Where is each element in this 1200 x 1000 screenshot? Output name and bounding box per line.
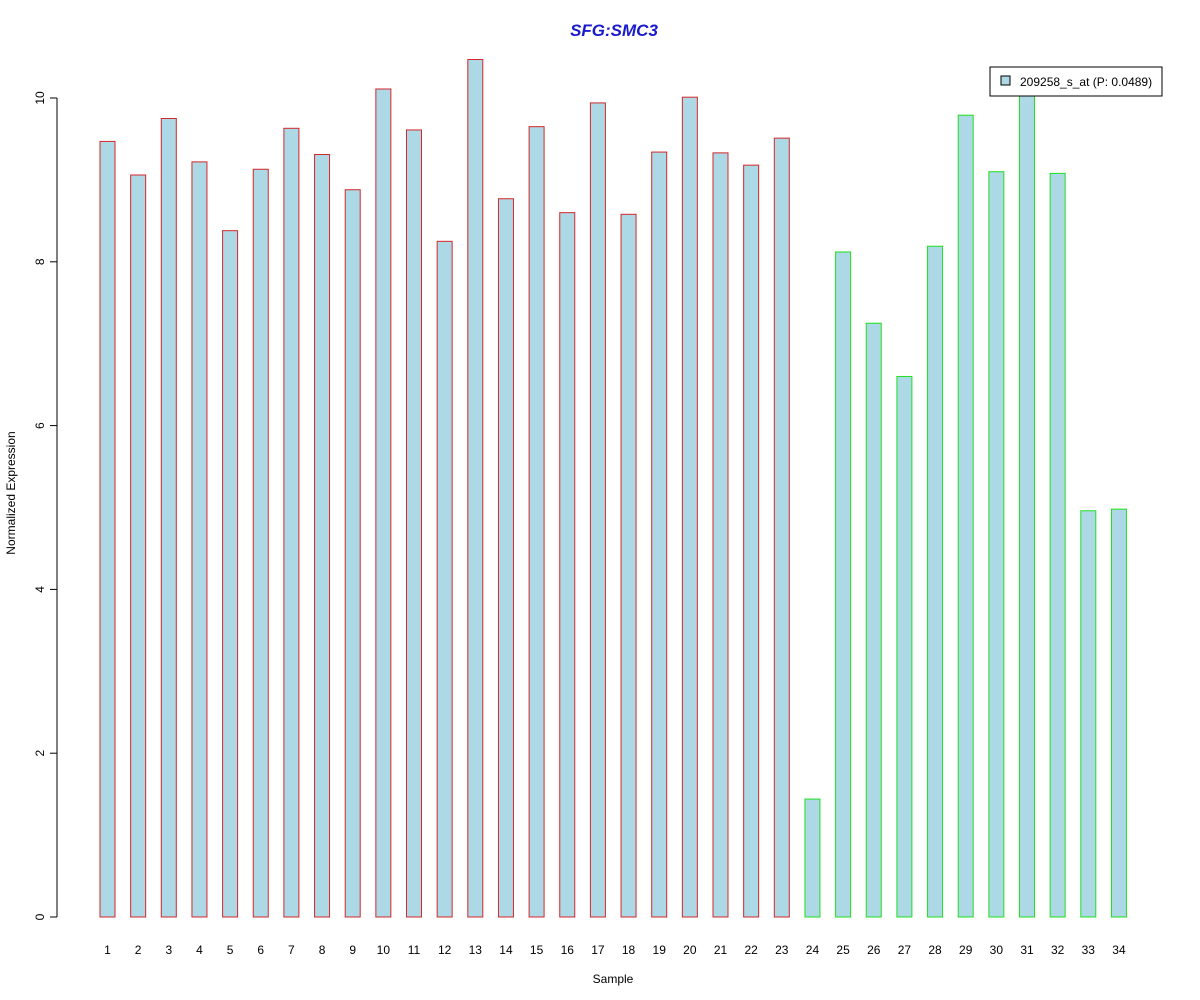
x-tick-label: 7 [288, 943, 295, 957]
x-tick-label: 2 [135, 943, 142, 957]
bar-sample-15 [528, 126, 545, 918]
bar-sample-22 [743, 164, 760, 918]
bar-sample-2 [130, 174, 147, 918]
x-tick-label: 10 [377, 943, 391, 957]
x-tick-label: 26 [867, 943, 881, 957]
x-tick-label: 18 [622, 943, 636, 957]
bar-sample-27 [896, 375, 913, 918]
bar-sample-17 [589, 102, 606, 918]
legend-box [989, 66, 1163, 97]
x-tick-label: 6 [257, 943, 264, 957]
x-tick-label: 29 [959, 943, 973, 957]
x-tick-label: 21 [714, 943, 728, 957]
bar-sample-7 [283, 127, 300, 918]
x-tick-label: 5 [227, 943, 234, 957]
bar-sample-23 [773, 137, 790, 918]
bar-sample-5 [222, 230, 239, 918]
y-tick-label: 10 [33, 91, 47, 105]
y-tick-label: 8 [33, 258, 47, 265]
x-axis-label: Sample [593, 972, 634, 986]
x-tick-label: 31 [1020, 943, 1034, 957]
bar-sample-12 [436, 240, 453, 918]
x-tick-label: 28 [928, 943, 942, 957]
x-tick-label: 23 [775, 943, 789, 957]
x-tick-label: 20 [683, 943, 697, 957]
bar-sample-10 [375, 88, 392, 918]
bar-sample-28 [927, 245, 944, 918]
bar-sample-13 [467, 59, 484, 918]
bar-sample-3 [160, 117, 177, 918]
legend-label: 209258_s_at (P: 0.0489) [1020, 75, 1152, 89]
bar-sample-32 [1049, 172, 1066, 918]
x-tick-label: 24 [806, 943, 820, 957]
x-tick-label: 12 [438, 943, 452, 957]
bar-sample-25 [835, 251, 852, 918]
x-tick-label: 13 [469, 943, 483, 957]
bar-sample-9 [344, 189, 361, 918]
y-tick-label: 0 [33, 913, 47, 920]
x-tick-label: 19 [653, 943, 667, 957]
bar-sample-20 [681, 96, 698, 918]
bar-sample-24 [804, 798, 821, 918]
bar-sample-30 [988, 171, 1005, 918]
x-tick-label: 1 [104, 943, 111, 957]
chart-title: SFG:SMC3 [570, 21, 658, 40]
bar-sample-34 [1110, 508, 1127, 918]
y-tick-label: 6 [33, 422, 47, 429]
x-tick-label: 22 [744, 943, 758, 957]
y-axis-label: Normalized Expression [4, 431, 18, 554]
bar-sample-6 [252, 168, 269, 918]
x-tick-label: 4 [196, 943, 203, 957]
bars-group [99, 59, 1127, 918]
legend: 209258_s_at (P: 0.0489) [989, 66, 1163, 97]
x-tick-label: 17 [591, 943, 605, 957]
y-tick-label: 2 [33, 750, 47, 757]
bar-sample-19 [651, 151, 668, 918]
x-tick-label: 15 [530, 943, 544, 957]
bar-sample-1 [99, 140, 116, 918]
x-tick-label: 25 [836, 943, 850, 957]
x-tick-label: 27 [898, 943, 912, 957]
x-tick-label: 32 [1051, 943, 1065, 957]
bar-sample-21 [712, 152, 729, 918]
x-tick-label: 34 [1112, 943, 1126, 957]
bar-sample-29 [957, 114, 974, 918]
bar-sample-26 [865, 322, 882, 918]
bar-sample-8 [314, 154, 331, 918]
x-tick-label: 16 [561, 943, 575, 957]
y-axis: 0 2 4 6 8 10 [33, 91, 58, 920]
bar-sample-18 [620, 213, 637, 918]
bar-sample-14 [497, 198, 514, 918]
x-tick-label: 11 [408, 943, 421, 957]
bar-sample-4 [191, 161, 208, 918]
bar-sample-11 [406, 129, 422, 918]
x-tick-label: 33 [1082, 943, 1096, 957]
bar-sample-31 [1019, 88, 1035, 918]
x-tick-label: 3 [165, 943, 172, 957]
x-tick-label: 30 [990, 943, 1004, 957]
x-tick-labels: 1 2 3 4 5 6 7 8 9 10 11 12 13 14 15 16 17 18 19 20 21 22 23 24 2… [104, 943, 1126, 957]
x-tick-label: 8 [319, 943, 326, 957]
legend-swatch [1000, 75, 1011, 86]
bar-sample-16 [559, 212, 576, 918]
bar-sample-33 [1080, 510, 1097, 918]
x-tick-label: 9 [349, 943, 356, 957]
y-tick-label: 4 [33, 586, 47, 593]
x-tick-label: 14 [499, 943, 513, 957]
